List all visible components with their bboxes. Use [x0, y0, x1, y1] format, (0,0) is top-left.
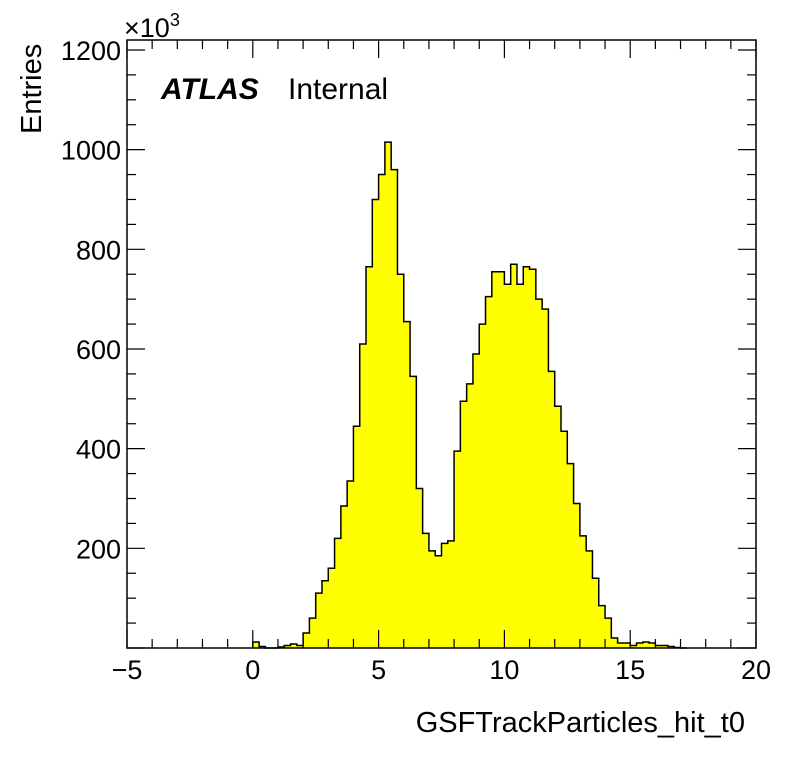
x-tick-label: 15	[615, 655, 645, 685]
histogram-bin	[410, 376, 417, 648]
histogram-bin	[498, 271, 505, 648]
y-multiplier-exponent: 3	[170, 10, 180, 30]
x-tick-label: 5	[371, 655, 386, 685]
y-axis-title: Entries	[16, 44, 48, 134]
histogram-bin	[510, 264, 518, 648]
histogram-bin	[491, 271, 499, 648]
histogram-bin	[422, 533, 430, 648]
y-tick-labels: 200 400 600 800 1000 1200	[61, 36, 121, 564]
histogram-bin	[416, 488, 424, 648]
histogram-bin	[617, 643, 625, 648]
histogram-bin	[391, 169, 398, 648]
y-tick-label: 600	[76, 335, 121, 365]
y-multiplier: ×103	[124, 10, 180, 43]
histogram-bin	[441, 543, 449, 648]
histogram-bin	[611, 638, 619, 648]
axis-ticks	[126, 40, 757, 649]
histogram-bin	[605, 618, 612, 648]
histogram-bin	[384, 142, 392, 648]
x-tick-labels: −5 0 5 10 15 20	[112, 655, 771, 685]
histogram-bin	[252, 642, 260, 648]
histogram-bin	[435, 555, 442, 648]
histogram-bin	[579, 535, 587, 648]
histogram-bin	[353, 426, 361, 648]
histogram-bin	[542, 309, 549, 648]
histogram-bin	[284, 645, 291, 648]
histogram-bin	[466, 383, 474, 648]
histogram-bin	[378, 174, 386, 648]
histogram-bin	[359, 344, 367, 648]
x-tick-label: −5	[112, 655, 143, 685]
histogram-bin	[366, 266, 373, 648]
histogram-bin	[334, 538, 342, 648]
x-tick-label: 0	[245, 655, 260, 685]
histogram-bin	[303, 633, 310, 648]
x-axis-title: GSFTrackParticles_hit_t0	[416, 707, 745, 739]
histogram-bin	[290, 644, 298, 648]
histogram-bin	[586, 550, 593, 648]
y-tick-label: 200	[76, 534, 121, 564]
histogram-bin	[623, 643, 631, 648]
histogram-bin	[561, 431, 568, 648]
histogram-bin	[403, 321, 411, 648]
histogram-bin	[630, 645, 637, 648]
histogram-bin	[296, 645, 304, 648]
histogram-bin	[472, 353, 480, 648]
histogram-bars	[252, 142, 681, 648]
histogram-bin	[655, 645, 663, 648]
histogram-bin	[523, 266, 530, 648]
histogram-bin	[573, 503, 581, 648]
histogram-bin	[309, 618, 317, 648]
y-tick-label: 800	[76, 235, 121, 265]
histogram-bin	[504, 284, 512, 648]
histogram-bin	[516, 284, 524, 648]
histogram-bin	[340, 505, 348, 648]
atlas-label: ATLAS	[160, 73, 259, 106]
histogram-bin	[548, 371, 556, 648]
y-tick-label: 400	[76, 435, 121, 465]
histogram-bin	[321, 580, 329, 648]
histogram-bin	[328, 568, 335, 648]
histogram-bin	[315, 593, 323, 648]
y-tick-label: 1200	[61, 36, 121, 66]
histogram-bin	[447, 540, 455, 648]
histogram-bin	[592, 578, 600, 648]
x-tick-label: 20	[741, 655, 771, 685]
histogram-bin	[454, 451, 461, 648]
histogram-bin	[479, 324, 486, 648]
histogram-bin	[372, 199, 379, 648]
histogram-outline	[252, 141, 687, 649]
histogram-bin	[554, 406, 562, 648]
histogram-bin	[529, 269, 537, 648]
y-tick-label: 1000	[61, 136, 121, 166]
histogram-bin	[636, 643, 644, 648]
histogram-bin	[347, 481, 354, 648]
histogram-bin	[397, 274, 405, 648]
histogram-bin	[567, 463, 574, 648]
histogram-bin	[598, 605, 606, 648]
x-tick-label: 10	[489, 655, 519, 685]
histogram-bin	[428, 550, 436, 648]
histogram-bin	[460, 401, 468, 648]
histogram-bin	[649, 643, 656, 648]
plot-frame	[126, 39, 757, 649]
internal-label: Internal	[288, 73, 388, 106]
histogram-bin	[642, 642, 650, 648]
histogram-bin	[485, 296, 493, 648]
histogram-bin	[661, 645, 669, 648]
histogram-bin	[535, 299, 543, 648]
